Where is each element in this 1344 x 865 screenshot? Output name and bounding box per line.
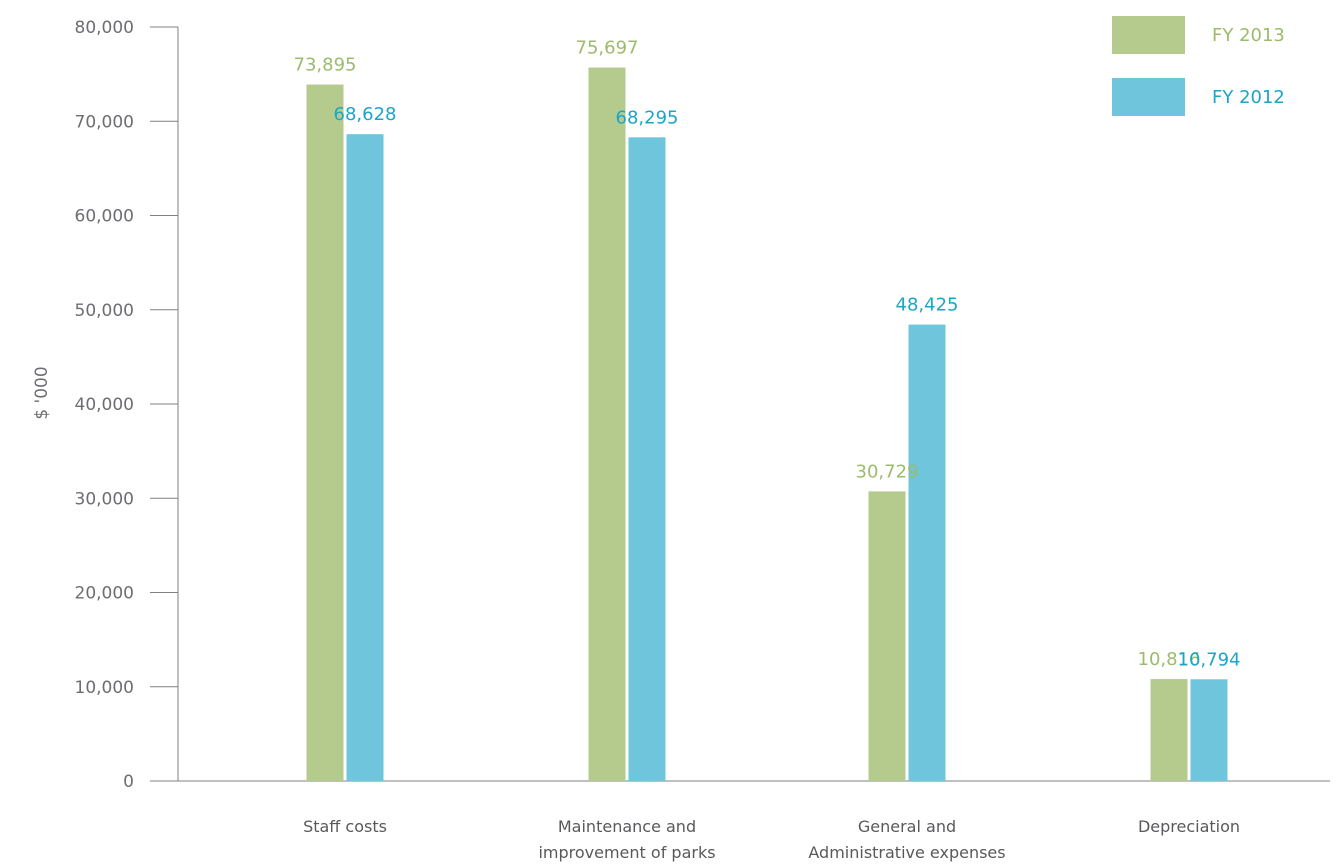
- y-tick-label: 0: [123, 772, 134, 792]
- category-label: improvement of parks: [538, 843, 715, 862]
- bar-fy-2012: [1190, 679, 1228, 781]
- y-tick-label: 10,000: [75, 678, 134, 698]
- data-labels: 73,895 75,697 30,729 10,816 68,628 68,295 48,4…: [294, 38, 1241, 671]
- y-tick-label: 80,000: [75, 18, 134, 38]
- data-label: 10,816: [1138, 649, 1201, 670]
- bar-fy-2013: [1150, 679, 1188, 781]
- legend-label: FY 2012: [1212, 87, 1285, 108]
- legend-swatch: [1112, 78, 1185, 116]
- category-label: Administrative expenses: [808, 843, 1005, 862]
- bar-fy-2013: [588, 67, 626, 781]
- y-axis-label: $ '000: [32, 366, 52, 419]
- category-label: Staff costs: [303, 817, 387, 836]
- category-label: Depreciation: [1138, 817, 1240, 836]
- y-axis-ticks: 0 10,000 20,000 30,000 40,000 50,000 60,000 70,…: [75, 18, 178, 792]
- data-label: 68,628: [334, 104, 397, 125]
- data-label: 10,794: [1178, 649, 1241, 670]
- data-label: 68,295: [616, 107, 679, 128]
- bar-fy-2013: [306, 84, 344, 782]
- bar-fy-2012: [628, 137, 666, 781]
- bar-fy-2013: [868, 491, 906, 781]
- bar-fy-2012: [346, 134, 384, 782]
- category-label: Maintenance and: [558, 817, 696, 836]
- legend-label: FY 2013: [1212, 25, 1285, 46]
- data-label: 73,895: [294, 55, 357, 76]
- category-labels: Staff costs Maintenance and improvement of…: [303, 817, 1240, 862]
- y-tick-label: 20,000: [75, 584, 134, 604]
- y-tick-label: 30,000: [75, 489, 134, 509]
- y-tick-label: 50,000: [75, 301, 134, 321]
- y-tick-label: 70,000: [75, 112, 134, 132]
- bar-fy-2012: [908, 324, 946, 781]
- data-label: 48,425: [896, 295, 959, 316]
- y-tick-label: 40,000: [75, 395, 134, 415]
- legend-swatch: [1112, 16, 1185, 54]
- legend: FY 2013 FY 2012: [1112, 16, 1285, 116]
- data-label: 30,729: [856, 461, 919, 482]
- data-label: 75,697: [576, 38, 639, 59]
- y-tick-label: 60,000: [75, 207, 134, 227]
- category-label: General and: [858, 817, 956, 836]
- bars: [306, 67, 1228, 782]
